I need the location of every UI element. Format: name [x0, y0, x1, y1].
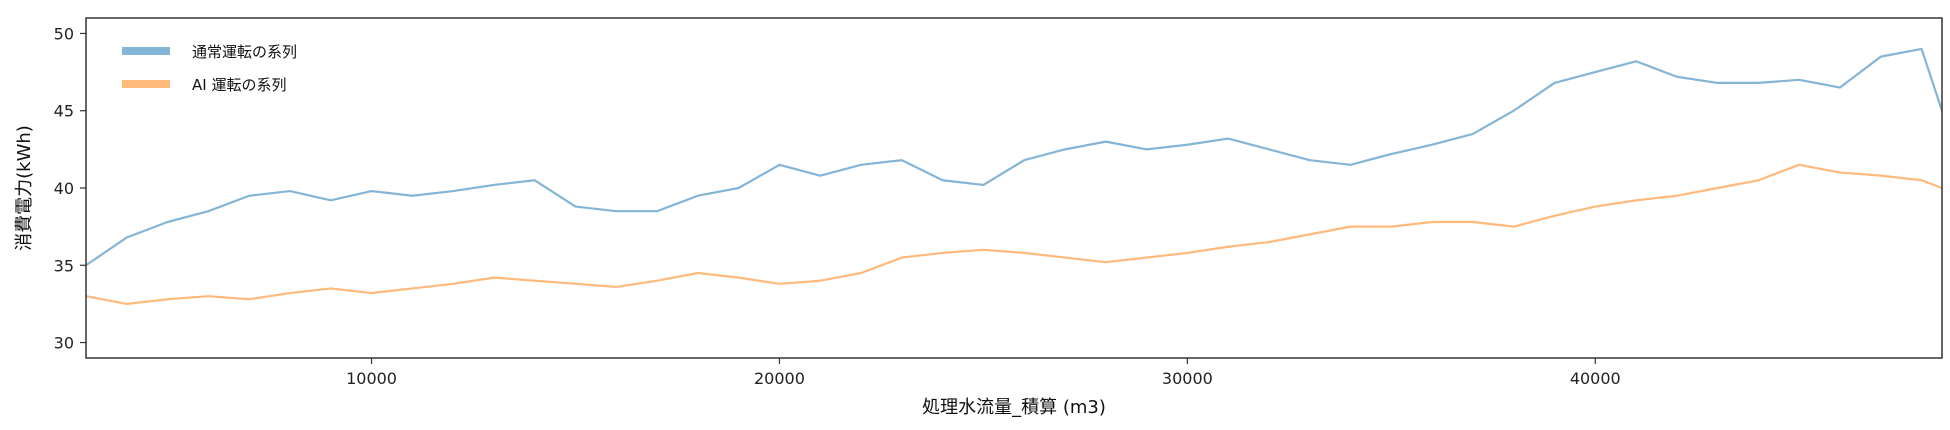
plot-frame: [85, 17, 1943, 359]
legend-swatch-ai: [122, 80, 170, 88]
x-tick-label: 40000: [1570, 369, 1621, 388]
x-axis: 10000 20000 30000 40000: [346, 358, 1621, 388]
series-layer: [86, 47, 1942, 306]
series-line-ai: [86, 163, 1942, 306]
x-tick-label: 10000: [346, 369, 397, 388]
y-tick-label: 50: [54, 24, 74, 43]
legend-label-normal: 通常運転の系列: [192, 43, 297, 61]
y-axis: 30 35 40 45 50: [54, 24, 86, 353]
y-axis-label: 消費電力(kWh): [14, 125, 35, 251]
x-tick-label: 30000: [1162, 369, 1213, 388]
y-tick-label: 35: [54, 256, 74, 275]
legend-label-ai: AI 運転の系列: [192, 76, 286, 94]
y-tick-label: 30: [54, 334, 74, 353]
y-tick-label: 45: [54, 102, 74, 121]
x-tick-label: 20000: [754, 369, 805, 388]
y-tick-label: 40: [54, 179, 74, 198]
series-line-normal: [86, 47, 1942, 267]
legend-swatch-normal: [122, 47, 170, 55]
x-axis-label: 処理水流量_積算 (m3): [922, 397, 1106, 418]
legend: 通常運転の系列 AI 運転の系列: [122, 43, 297, 94]
